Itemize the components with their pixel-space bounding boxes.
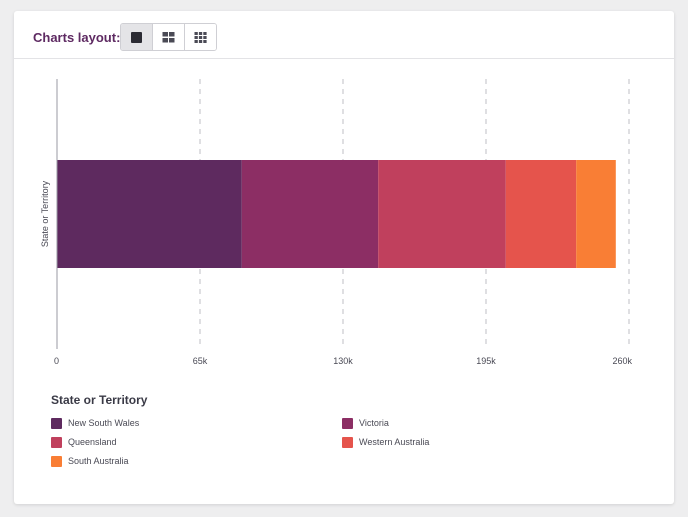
legend-item[interactable]: Victoria	[342, 416, 389, 430]
legend-label: Victoria	[359, 418, 389, 428]
legend-label: South Australia	[68, 456, 129, 466]
legend-title: State or Territory	[51, 393, 148, 407]
legend-swatch	[342, 417, 353, 429]
charts-layout-toggle	[120, 23, 217, 51]
single-square-icon	[131, 31, 142, 43]
legend: State or Territory New South Wales Victor…	[51, 393, 651, 493]
bar-segment-new-south-wales[interactable]	[57, 160, 242, 268]
bar-chart: 0 65k 130k 195k 260k State or Territory	[40, 79, 632, 366]
bar-segment-south-australia[interactable]	[576, 160, 616, 268]
chart-area: 0 65k 130k 195k 260k State or Territory	[14, 59, 674, 389]
legend-label: Western Australia	[359, 437, 430, 447]
x-tick-label: 65k	[193, 356, 208, 366]
bar-segment-western-australia[interactable]	[505, 160, 577, 268]
y-axis-label: State or Territory	[40, 180, 50, 247]
x-tick-label: 130k	[333, 356, 353, 366]
x-tick-label: 0	[54, 356, 59, 366]
legend-label: Queensland	[68, 437, 117, 447]
legend-label: New South Wales	[68, 418, 140, 428]
chart-card: Charts layout:	[14, 11, 674, 504]
x-axis-ticks: 0 65k 130k 195k 260k	[54, 356, 632, 366]
bar-segment-queensland[interactable]	[378, 160, 506, 268]
bar-segment-victoria[interactable]	[241, 160, 379, 268]
legend-item[interactable]: Queensland	[51, 435, 117, 449]
layout-single-button[interactable]	[121, 24, 153, 50]
legend-swatch	[51, 436, 62, 448]
x-tick-label: 195k	[476, 356, 496, 366]
grid-2x2-icon	[162, 31, 175, 42]
x-tick-label: 260k	[612, 356, 632, 366]
legend-swatch	[342, 436, 353, 448]
legend-item[interactable]: South Australia	[51, 454, 129, 468]
legend-swatch	[51, 417, 62, 429]
grid-3x3-icon	[194, 31, 207, 43]
bar-series	[57, 160, 616, 268]
layout-grid-3x3-button[interactable]	[185, 24, 216, 50]
charts-layout-label: Charts layout:	[33, 30, 121, 45]
legend-item[interactable]: New South Wales	[51, 416, 139, 430]
legend-swatch	[51, 455, 62, 467]
charts-layout-bar: Charts layout:	[14, 11, 674, 59]
layout-grid-2x2-button[interactable]	[153, 24, 185, 50]
legend-item[interactable]: Western Australia	[342, 435, 429, 449]
